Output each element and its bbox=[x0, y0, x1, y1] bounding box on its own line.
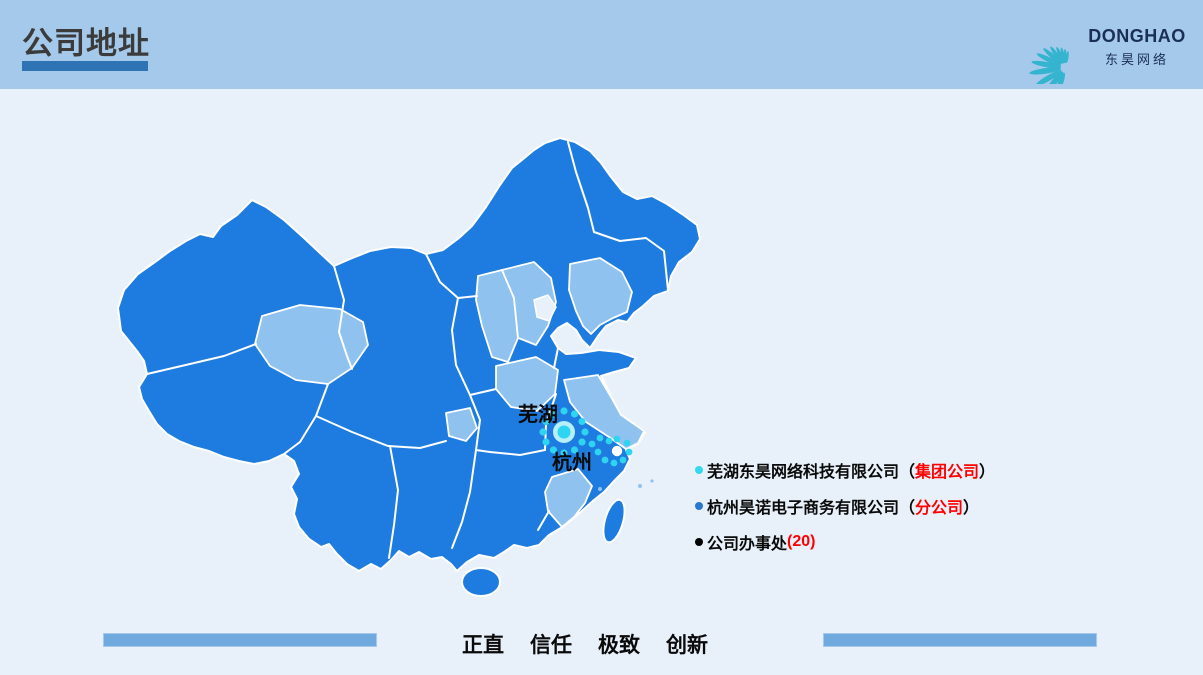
light-provinces bbox=[254, 257, 645, 528]
legend-paren: （ bbox=[899, 464, 916, 481]
company-motto: 正直 信任 极致 创新 bbox=[462, 629, 708, 659]
legend-company-name: 杭州昊诺电子商务有限公司 bbox=[707, 500, 900, 517]
legend-paren: ） bbox=[963, 500, 980, 517]
motto-word: 正直 bbox=[462, 634, 504, 657]
legend-office-label: 公司办事处 bbox=[707, 536, 788, 553]
legend-company-name: 芜湖东昊网络科技有限公司 bbox=[707, 464, 900, 481]
legend-bullet-cyan bbox=[695, 466, 703, 474]
title-underline bbox=[22, 61, 148, 71]
province-henan bbox=[495, 356, 559, 412]
legend-tag-group: 集团公司 bbox=[915, 464, 980, 481]
island-taiwan bbox=[602, 498, 626, 544]
motto-word: 信任 bbox=[530, 634, 572, 657]
province-chongqing bbox=[445, 407, 478, 442]
map-legend: 芜湖东昊网络科技有限公司 （ 集团公司 ） 杭州昊诺电子商务有限公司 （ 分公司… bbox=[695, 460, 995, 568]
legend-bullet-black bbox=[695, 538, 703, 546]
beijing-cutout bbox=[533, 294, 557, 322]
hangzhou-marker-group bbox=[588, 434, 633, 467]
motto-word: 创新 bbox=[666, 634, 708, 657]
province-hebei bbox=[501, 261, 557, 346]
company-logo: DONGHAO 东昊网络 bbox=[1019, 8, 1189, 94]
island-hainan bbox=[461, 567, 501, 597]
wuhu-hq-marker bbox=[557, 425, 571, 439]
map-label-wuhu: 芜湖 bbox=[518, 402, 558, 426]
logo-fan-icon bbox=[1029, 46, 1069, 94]
legend-paren: ） bbox=[979, 464, 996, 481]
china-outline bbox=[117, 137, 701, 572]
page-title: 公司地址 bbox=[22, 26, 150, 61]
legend-bullet-blue bbox=[695, 502, 703, 510]
decor-bar-right bbox=[823, 633, 1097, 647]
legend-item-group-company: 芜湖东昊网络科技有限公司 （ 集团公司 ） bbox=[695, 460, 996, 481]
slide-header: 公司地址 DONGHAO 东昊网络 bbox=[0, 0, 1203, 94]
motto-word: 极致 bbox=[598, 634, 640, 657]
decor-bar-left bbox=[103, 633, 377, 647]
legend-office-count: (20) bbox=[787, 533, 816, 550]
coastal-islets bbox=[598, 479, 654, 491]
legend-paren: （ bbox=[899, 500, 916, 517]
map-label-hangzhou: 杭州 bbox=[552, 450, 592, 474]
legend-item-branch-company: 杭州昊诺电子商务有限公司 （ 分公司 ） bbox=[695, 496, 995, 517]
logo-subtitle: 东昊网络 bbox=[1104, 52, 1169, 67]
logo-name: DONGHAO bbox=[1088, 26, 1186, 46]
province-liaoning bbox=[568, 257, 633, 335]
wuhu-marker-group bbox=[539, 407, 589, 457]
legend-tag-branch: 分公司 bbox=[915, 500, 964, 517]
province-fujian bbox=[544, 468, 593, 528]
province-borders bbox=[146, 141, 669, 559]
hangzhou-branch-marker bbox=[611, 445, 623, 457]
legend-item-offices: 公司办事处 (20) bbox=[695, 532, 995, 553]
